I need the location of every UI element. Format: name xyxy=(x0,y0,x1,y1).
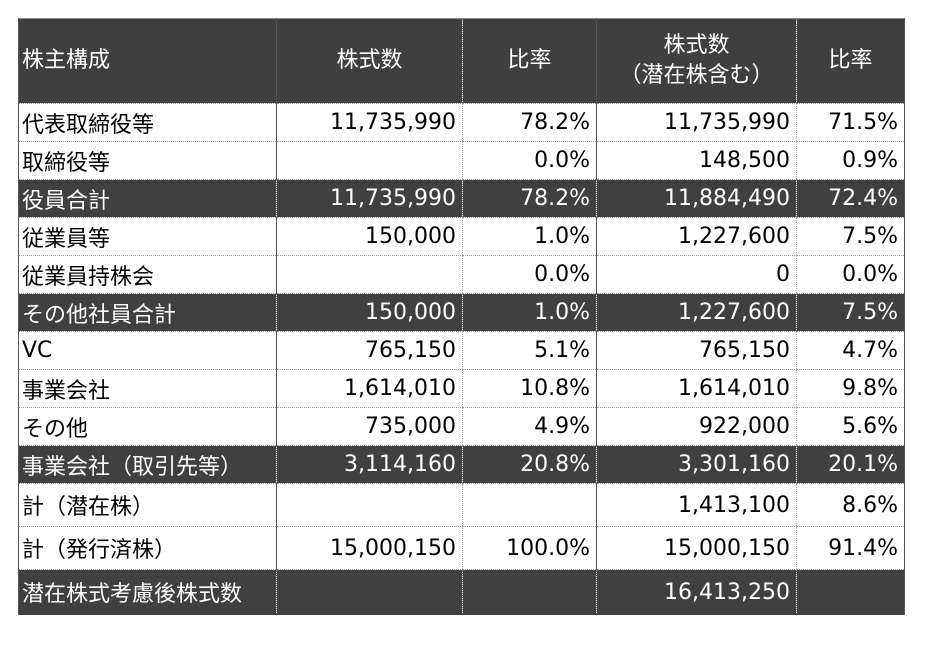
row-ratio: 78.2% xyxy=(462,179,597,218)
row-ratio-potential: 4.7% xyxy=(796,331,905,370)
row-label: VC xyxy=(18,331,277,370)
row-ratio-potential: 0.9% xyxy=(796,141,905,180)
header-ratio: 比率 xyxy=(462,18,597,104)
subtotal-row: 役員合計 11,735,990 78.2% 11,884,490 72.4% xyxy=(18,179,905,218)
row-label: 事業会社（取引先等） xyxy=(18,445,277,484)
row-shares: 15,000,150 xyxy=(276,526,463,570)
row-ratio: 100.0% xyxy=(462,526,597,570)
row-shares-potential: 1,413,100 xyxy=(596,483,797,527)
row-ratio-potential: 9.8% xyxy=(796,369,905,408)
row-ratio-potential xyxy=(796,569,905,615)
subtotal-row: その他社員合計 150,000 1.0% 1,227,600 7.5% xyxy=(18,293,905,332)
row-ratio-potential: 7.5% xyxy=(796,293,905,332)
row-label: 代表取締役等 xyxy=(18,103,277,142)
table-row: 従業員等 150,000 1.0% 1,227,600 7.5% xyxy=(18,217,905,256)
header-shares-potential: 株式数 （潜在株含む） xyxy=(596,18,797,104)
table-row: 従業員持株会 0.0% 0 0.0% xyxy=(18,255,905,294)
row-shares-potential: 1,227,600 xyxy=(596,293,797,332)
row-ratio: 5.1% xyxy=(462,331,597,370)
row-shares xyxy=(276,483,463,527)
row-shares-potential: 15,000,150 xyxy=(596,526,797,570)
row-label: 計（発行済株） xyxy=(18,526,277,570)
row-ratio xyxy=(462,483,597,527)
row-ratio-potential: 91.4% xyxy=(796,526,905,570)
row-ratio-potential: 8.6% xyxy=(796,483,905,527)
row-ratio-potential: 5.6% xyxy=(796,407,905,446)
row-shares-potential: 16,413,250 xyxy=(596,569,797,615)
row-ratio: 10.8% xyxy=(462,369,597,408)
row-shares-potential: 3,301,160 xyxy=(596,445,797,484)
table-row: 代表取締役等 11,735,990 78.2% 11,735,990 71.5% xyxy=(18,103,905,142)
row-label: その他社員合計 xyxy=(18,293,277,332)
row-shares xyxy=(276,569,463,615)
row-label: 事業会社 xyxy=(18,369,277,408)
row-ratio: 1.0% xyxy=(462,293,597,332)
table-row: 取締役等 0.0% 148,500 0.9% xyxy=(18,141,905,180)
row-shares xyxy=(276,255,463,294)
row-shares-potential: 1,227,600 xyxy=(596,217,797,256)
row-shares xyxy=(276,141,463,180)
row-label: 計（潜在株） xyxy=(18,483,277,527)
table-row: VC 765,150 5.1% 765,150 4.7% xyxy=(18,331,905,370)
header-ratio-potential: 比率 xyxy=(796,18,905,104)
shareholder-composition-table: 株主構成 株式数 比率 株式数 （潜在株含む） 比率 代表取締役等 11,735… xyxy=(18,18,905,615)
row-shares: 3,114,160 xyxy=(276,445,463,484)
row-ratio-potential: 20.1% xyxy=(796,445,905,484)
row-shares-potential: 765,150 xyxy=(596,331,797,370)
row-ratio-potential: 7.5% xyxy=(796,217,905,256)
row-label: 役員合計 xyxy=(18,179,277,218)
row-shares: 765,150 xyxy=(276,331,463,370)
row-label: その他 xyxy=(18,407,277,446)
row-shares: 735,000 xyxy=(276,407,463,446)
header-shares-potential-line2: （潜在株含む） xyxy=(619,63,774,88)
row-ratio: 1.0% xyxy=(462,217,597,256)
row-shares-potential: 11,735,990 xyxy=(596,103,797,142)
row-shares-potential: 11,884,490 xyxy=(596,179,797,218)
row-ratio: 0.0% xyxy=(462,141,597,180)
row-shares: 150,000 xyxy=(276,217,463,256)
row-label: 取締役等 xyxy=(18,141,277,180)
subtotal-row: 事業会社（取引先等） 3,114,160 20.8% 3,301,160 20.… xyxy=(18,445,905,484)
row-ratio-potential: 71.5% xyxy=(796,103,905,142)
row-shares: 1,614,010 xyxy=(276,369,463,408)
table-row: 計（発行済株） 15,000,150 100.0% 15,000,150 91.… xyxy=(18,526,905,570)
table-row: その他 735,000 4.9% 922,000 5.6% xyxy=(18,407,905,446)
header-row: 株主構成 株式数 比率 株式数 （潜在株含む） 比率 xyxy=(18,18,905,104)
row-ratio: 0.0% xyxy=(462,255,597,294)
row-ratio: 20.8% xyxy=(462,445,597,484)
row-shares: 11,735,990 xyxy=(276,179,463,218)
row-shares-potential: 148,500 xyxy=(596,141,797,180)
row-label: 潜在株式考慮後株式数 xyxy=(18,569,277,615)
row-ratio: 4.9% xyxy=(462,407,597,446)
total-row: 潜在株式考慮後株式数 16,413,250 xyxy=(18,569,905,615)
row-ratio: 78.2% xyxy=(462,103,597,142)
table-row: 事業会社 1,614,010 10.8% 1,614,010 9.8% xyxy=(18,369,905,408)
header-shares-potential-line1: 株式数 xyxy=(663,33,730,58)
row-ratio-potential: 72.4% xyxy=(796,179,905,218)
header-shares: 株式数 xyxy=(276,18,463,104)
table-row: 計（潜在株） 1,413,100 8.6% xyxy=(18,483,905,527)
row-label: 従業員持株会 xyxy=(18,255,277,294)
row-shares: 11,735,990 xyxy=(276,103,463,142)
header-composition: 株主構成 xyxy=(18,18,277,104)
row-ratio xyxy=(462,569,597,615)
row-ratio-potential: 0.0% xyxy=(796,255,905,294)
row-shares: 150,000 xyxy=(276,293,463,332)
row-label: 従業員等 xyxy=(18,217,277,256)
row-shares-potential: 922,000 xyxy=(596,407,797,446)
row-shares-potential: 0 xyxy=(596,255,797,294)
row-shares-potential: 1,614,010 xyxy=(596,369,797,408)
